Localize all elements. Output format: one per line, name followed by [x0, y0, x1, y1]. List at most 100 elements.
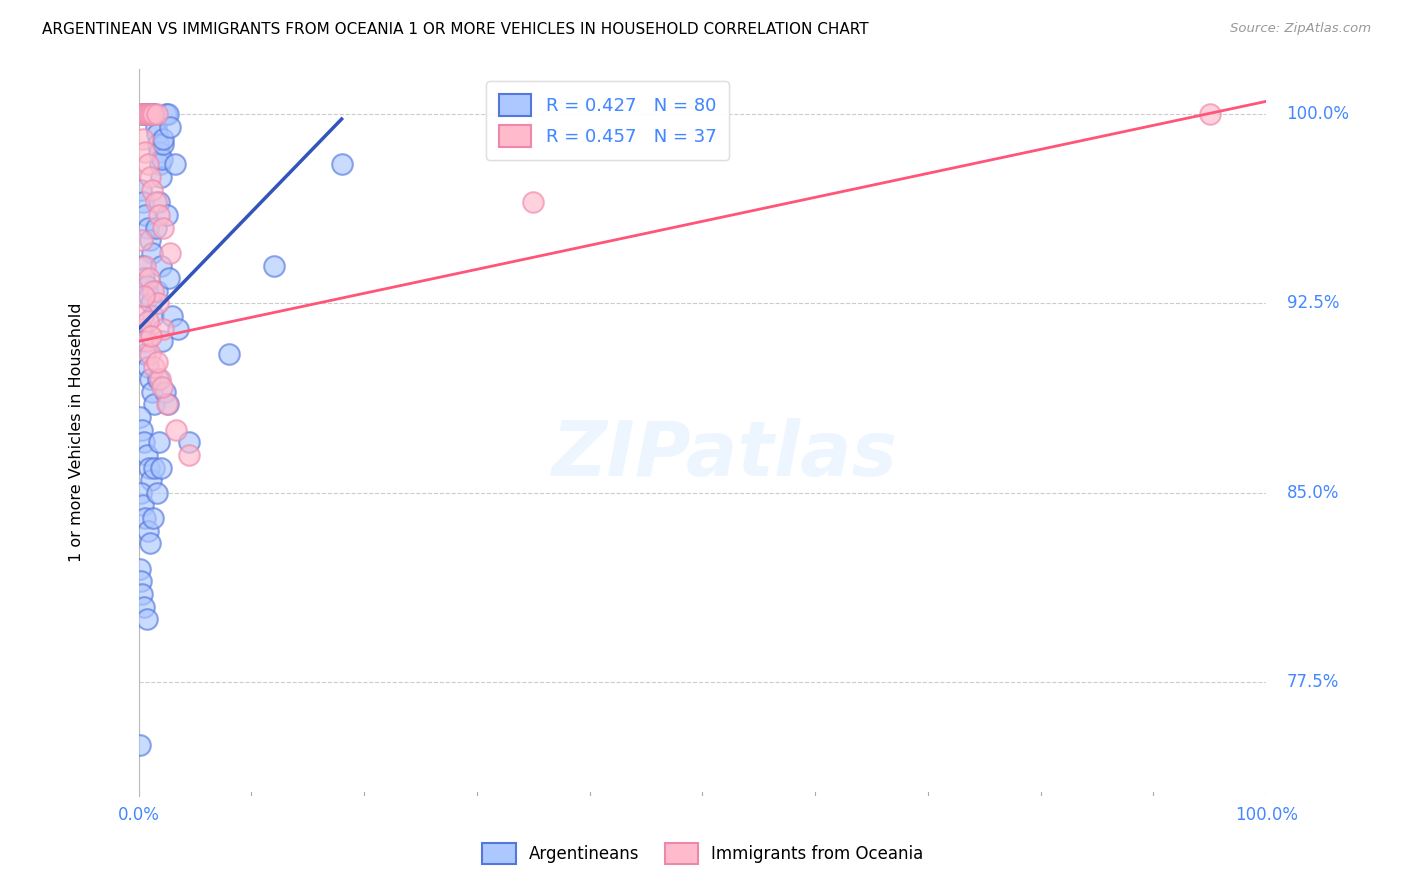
Point [139, 170, 162, 185]
Point [1198, 107, 1220, 121]
Point [134, 259, 156, 273]
Point [150, 153, 173, 167]
Point [132, 132, 155, 146]
Text: ZIPatlas: ZIPatlas [553, 418, 898, 492]
Point [132, 195, 155, 210]
Point [179, 435, 201, 450]
Point [129, 321, 152, 335]
Point [142, 309, 165, 323]
Point [131, 233, 153, 247]
Point [135, 612, 157, 626]
Point [135, 107, 157, 121]
Text: 1 or more Vehicles in Household: 1 or more Vehicles in Household [69, 302, 84, 562]
Text: 100.0%: 100.0% [1286, 105, 1350, 123]
Point [136, 107, 159, 121]
Point [148, 435, 170, 450]
Point [145, 220, 167, 235]
Point [139, 473, 162, 487]
Point [145, 486, 167, 500]
Point [139, 107, 162, 121]
Point [134, 107, 156, 121]
Point [139, 329, 162, 343]
Point [165, 423, 187, 437]
Point [163, 157, 186, 171]
Point [138, 107, 160, 121]
Point [152, 321, 174, 335]
Point [146, 137, 169, 152]
Point [143, 460, 166, 475]
Point [159, 246, 181, 260]
Point [141, 183, 163, 197]
Point [135, 278, 157, 293]
Point [156, 107, 179, 121]
Point [129, 183, 152, 197]
Point [139, 107, 162, 121]
Point [145, 107, 167, 121]
Point [136, 314, 159, 328]
Point [139, 107, 162, 121]
Point [142, 284, 165, 298]
Point [134, 511, 156, 525]
Point [150, 334, 173, 349]
Point [136, 157, 159, 171]
Legend: Argentineans, Immigrants from Oceania: Argentineans, Immigrants from Oceania [475, 837, 931, 871]
Text: 0.0%: 0.0% [118, 806, 160, 824]
Text: 85.0%: 85.0% [1286, 483, 1339, 502]
Point [134, 347, 156, 361]
Point [138, 107, 160, 121]
Point [138, 271, 160, 285]
Point [132, 499, 155, 513]
Point [141, 384, 163, 399]
Text: 92.5%: 92.5% [1286, 294, 1339, 312]
Point [156, 397, 179, 411]
Point [141, 107, 163, 121]
Point [148, 145, 170, 159]
Point [136, 524, 159, 538]
Point [143, 107, 166, 121]
Point [128, 561, 150, 575]
Point [263, 259, 285, 273]
Point [135, 448, 157, 462]
Point [150, 380, 173, 394]
Point [139, 233, 162, 247]
Point [142, 511, 165, 525]
Point [136, 359, 159, 374]
Point [146, 296, 169, 310]
Point [134, 599, 156, 614]
Text: Source: ZipAtlas.com: Source: ZipAtlas.com [1230, 22, 1371, 36]
Point [139, 536, 162, 550]
Point [148, 208, 170, 222]
Point [139, 347, 162, 361]
Point [150, 170, 173, 185]
Point [132, 309, 155, 323]
Point [156, 397, 179, 411]
Point [135, 107, 157, 121]
Point [142, 107, 165, 121]
Point [155, 107, 177, 121]
Point [159, 120, 181, 134]
Point [136, 220, 159, 235]
Point [149, 157, 172, 171]
Text: ARGENTINEAN VS IMMIGRANTS FROM OCEANIA 1 OR MORE VEHICLES IN HOUSEHOLD CORRELATI: ARGENTINEAN VS IMMIGRANTS FROM OCEANIA 1… [42, 22, 869, 37]
Point [129, 574, 152, 589]
Point [138, 460, 160, 475]
Point [153, 384, 176, 399]
Point [142, 107, 165, 121]
Point [134, 145, 156, 159]
Point [131, 107, 153, 121]
Point [145, 195, 167, 210]
Point [218, 347, 240, 361]
Point [522, 195, 544, 210]
Point [330, 157, 353, 171]
Text: 77.5%: 77.5% [1286, 673, 1339, 691]
Point [131, 587, 153, 601]
Point [149, 372, 172, 386]
Point [135, 334, 157, 349]
Point [143, 397, 166, 411]
Point [146, 372, 169, 386]
Point [145, 127, 167, 141]
Legend: R = 0.427   N = 80, R = 0.457   N = 37: R = 0.427 N = 80, R = 0.457 N = 37 [486, 81, 728, 160]
Point [134, 271, 156, 285]
Point [134, 435, 156, 450]
Point [145, 354, 167, 368]
